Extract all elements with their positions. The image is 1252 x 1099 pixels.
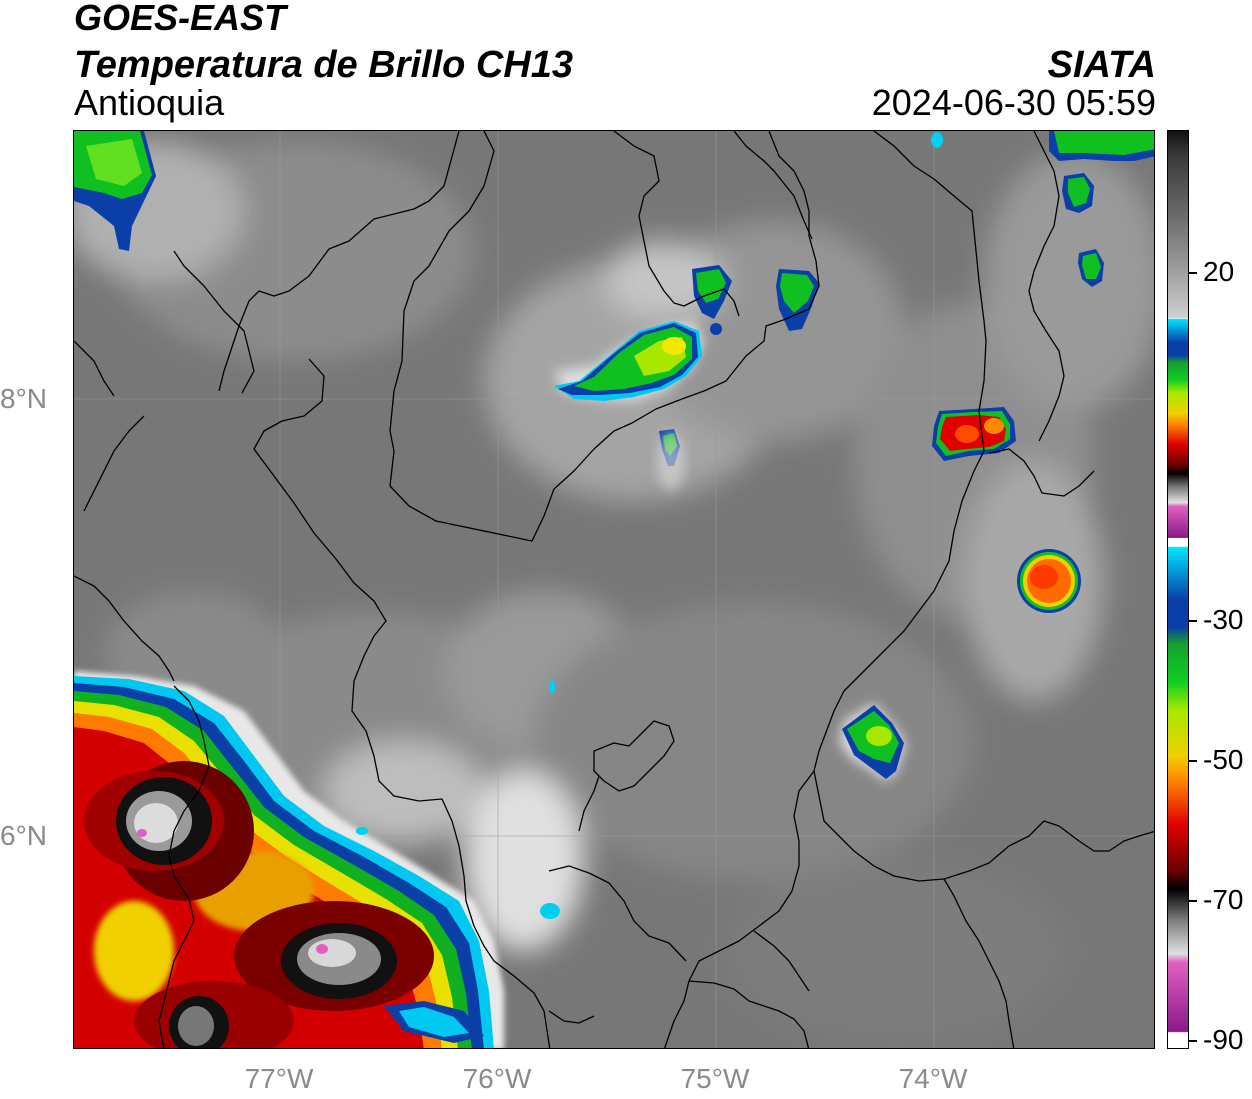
colorbar-tick <box>1189 900 1197 902</box>
colorbar-tick <box>1189 1040 1197 1042</box>
cell-east-round <box>1017 549 1081 613</box>
x-tick-label: 74°W <box>898 1063 968 1094</box>
colorbar-tick <box>1189 620 1197 622</box>
satellite-title: GOES-EAST <box>74 0 287 38</box>
cell-northeast <box>1049 131 1154 287</box>
satellite-map[interactable] <box>73 130 1155 1049</box>
cell-northwest <box>74 131 156 251</box>
colorbar-label: -30 <box>1203 604 1244 635</box>
colorbar-label: -90 <box>1203 1024 1244 1055</box>
x-tick-label: 77°W <box>244 1063 314 1094</box>
colorbar-svg <box>1168 131 1188 1048</box>
colorbar-label: -50 <box>1203 744 1244 775</box>
datetime-label: 2024-06-30 05:59 <box>871 82 1156 123</box>
colorbar-gray-section <box>1168 131 1188 546</box>
organization-label: SIATA <box>1047 44 1156 86</box>
colorbar-label: -70 <box>1203 884 1244 915</box>
y-tick-label: 6°N <box>0 820 47 851</box>
map-svg <box>74 131 1154 1048</box>
y-tick-label: 8°N <box>0 383 47 414</box>
border-lines <box>74 131 1154 1048</box>
cell-southeast <box>839 703 906 781</box>
colorbar <box>1167 130 1189 1049</box>
colorbar-label: 20 <box>1203 256 1235 287</box>
product-title: Temperatura de Brillo CH13 <box>74 44 574 86</box>
x-tick-label: 76°W <box>462 1063 532 1094</box>
colorbar-tick <box>1189 272 1197 274</box>
cell-east-red <box>932 407 1016 461</box>
cold-specks <box>356 132 943 919</box>
cell-central-northeast <box>692 265 819 335</box>
x-tick-label: 75°W <box>680 1063 750 1094</box>
colorbar-tick <box>1189 760 1197 762</box>
region-label: Antioquia <box>74 82 225 123</box>
cell-central-north <box>554 321 704 491</box>
